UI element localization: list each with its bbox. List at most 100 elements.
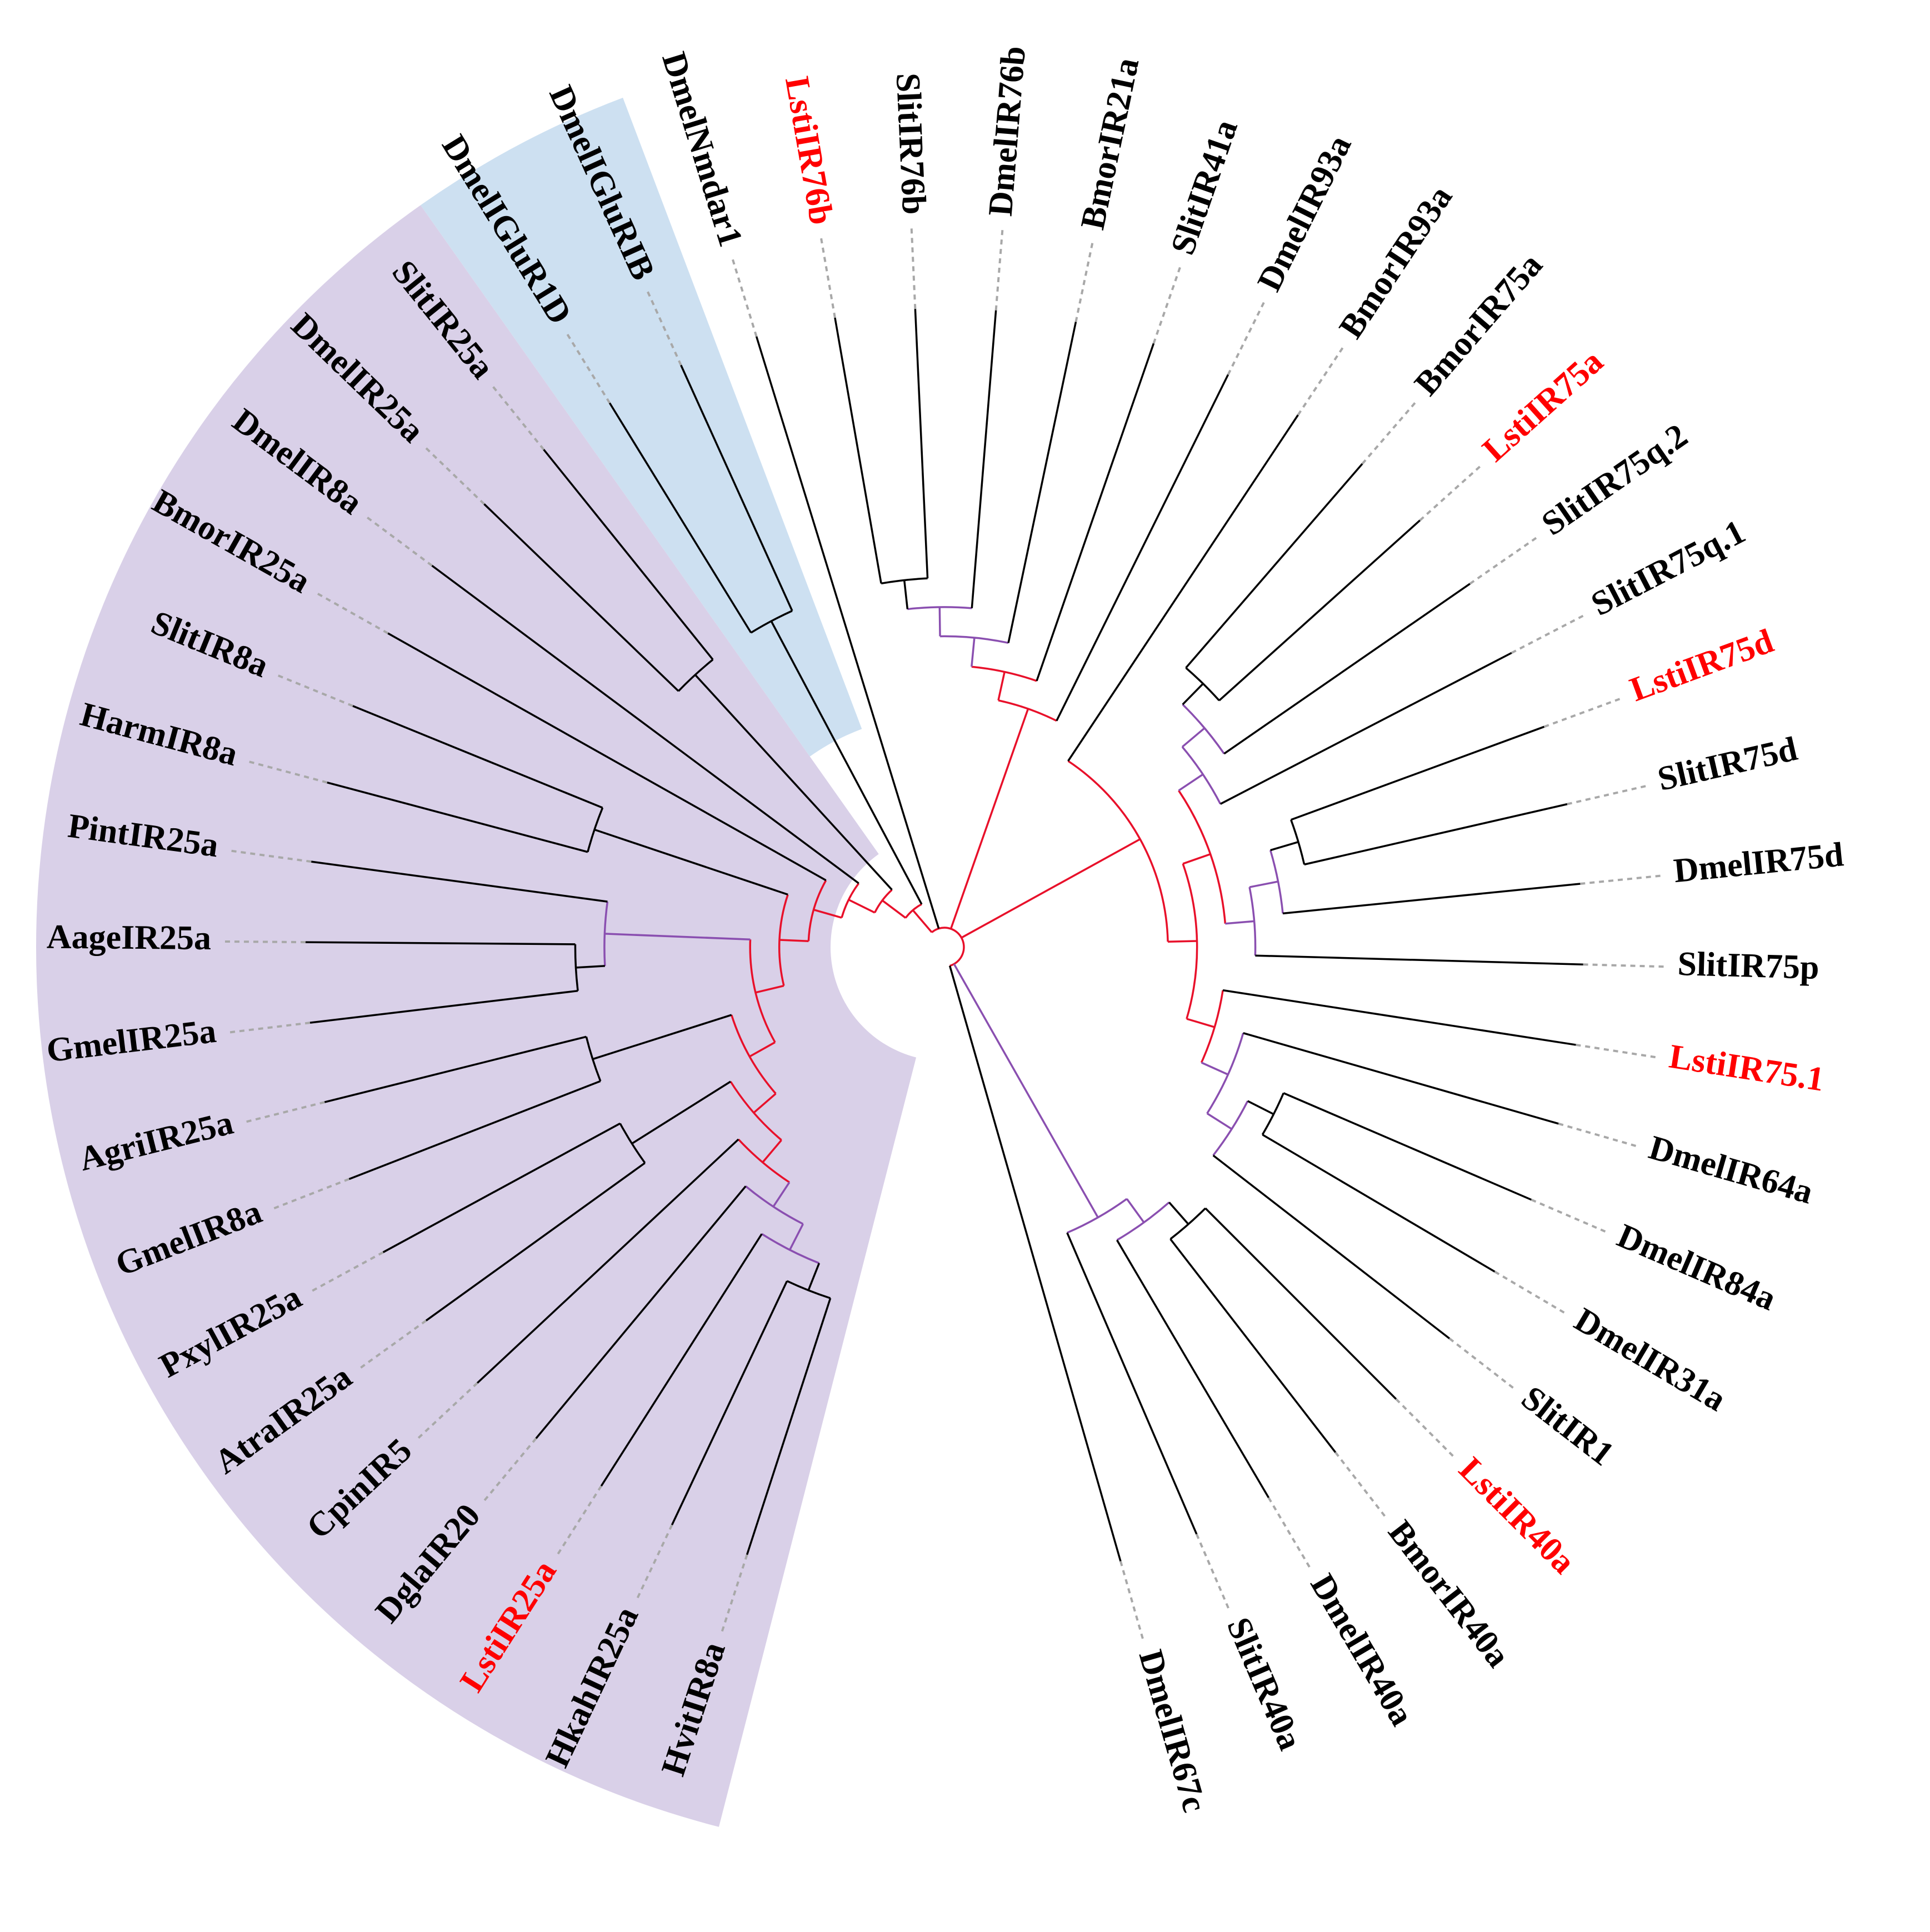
branch-arc-54	[1178, 790, 1227, 924]
tip-branch-LstiIR25a	[600, 1233, 763, 1486]
guide-line-SlitIR75q.2	[1469, 535, 1539, 585]
branch-33	[594, 828, 788, 896]
guide-line-BmorIR25a	[314, 591, 389, 634]
branch-75	[953, 963, 1099, 1218]
guide-line-DmelIR84a	[1531, 1198, 1608, 1234]
branch-73	[1247, 1100, 1274, 1115]
guide-line-SlitIR75p	[1583, 963, 1667, 968]
guide-line-SlitIR75q.1	[1511, 613, 1586, 654]
branch-arc-16	[729, 1081, 782, 1141]
guide-line-HarmIR8a	[246, 760, 328, 784]
tip-branch-DmelIR31a	[1262, 1134, 1496, 1273]
branch-49	[961, 838, 1141, 939]
tip-branch-DmelIR64a	[1243, 1032, 1559, 1125]
branch-arc-68	[1201, 990, 1224, 1063]
guide-line-PintIR25a	[228, 849, 312, 863]
guide-line-LstiIR75d	[1543, 697, 1623, 728]
label-guide-layer	[222, 226, 1667, 1642]
tip-branch-LstiIR75.1	[1222, 989, 1576, 1046]
branch-arc-6	[841, 883, 860, 918]
branch-23	[807, 1263, 821, 1291]
guide-line-AtraIR25a	[358, 1319, 427, 1370]
tip-branch-SlitIR75p	[1255, 954, 1583, 965]
guide-line-LstiIR40a	[1395, 1398, 1456, 1459]
guide-line-DmelIR64a	[1558, 1122, 1639, 1148]
branch-57	[1181, 727, 1206, 748]
branch-arc-8	[807, 879, 827, 942]
guide-line-DmelNmdar1	[731, 256, 758, 337]
guide-line-DmelIR40a	[1267, 1496, 1312, 1570]
clade-sector-ir25a-ir8a	[36, 205, 917, 1827]
branch-arc-70	[1206, 1033, 1244, 1114]
branch-61	[1225, 920, 1254, 925]
guide-line-DmelIR76b	[994, 227, 1004, 311]
branch-arc-10	[778, 894, 789, 986]
tip-branch-SlitIR25a	[543, 449, 714, 660]
branch-59	[1182, 683, 1204, 705]
tip-branch-LstiIR76b	[834, 317, 882, 584]
branch-arc-18	[737, 1138, 790, 1183]
branch-41	[997, 672, 1006, 701]
guide-line-SlitIR75d	[1567, 784, 1649, 805]
tip-branch-AageIR25a	[306, 941, 576, 945]
branch-51	[1168, 940, 1197, 943]
guide-line-BmorIR93a	[1297, 345, 1346, 416]
branch-arc-34	[587, 807, 604, 853]
tip-branch-BmorIR93a	[1067, 414, 1299, 762]
branch-77	[1126, 1198, 1145, 1223]
branch-arc-50	[1067, 760, 1169, 942]
tip-branch-CpinIR5	[477, 1138, 739, 1384]
guide-line-GmelIR25a	[227, 1022, 311, 1034]
branch-11	[755, 984, 784, 994]
branch-79	[1168, 1202, 1189, 1225]
tip-branch-DmelIR76b	[971, 310, 997, 609]
branch-arc-78	[1116, 1202, 1170, 1241]
guide-line-BmorIR21a	[1074, 240, 1094, 322]
branch-35	[694, 674, 893, 890]
tip-branch-BmorIR25a	[387, 632, 827, 882]
tip-branch-DmelNmdar1	[755, 336, 940, 929]
leaf-label-SlitIR76b: SlitIR76b	[889, 72, 933, 216]
branch-arc-24	[786, 1280, 831, 1299]
branch-arc-14	[731, 1014, 777, 1094]
tip-branch-SlitIR75q.1	[1219, 652, 1512, 805]
tip-branch-PxylIR25a	[382, 1122, 621, 1253]
branch-arc-56	[1181, 746, 1222, 805]
guide-line-DmelIR93a	[1227, 299, 1266, 376]
branch-19	[772, 1182, 791, 1208]
guide-line-LstiIR75a	[1419, 464, 1483, 522]
guide-line-LstiIR75.1	[1576, 1043, 1659, 1059]
guide-line-BmorIR40a	[1334, 1451, 1388, 1519]
guide-line-SlitIR76b	[910, 226, 917, 309]
tip-branch-AtraIR25a	[425, 1162, 646, 1322]
guide-line-LstiIR25a	[556, 1485, 602, 1557]
branch-69	[1201, 1062, 1229, 1075]
tip-branch-GmelIR8a	[348, 1080, 601, 1180]
branch-25	[631, 1080, 731, 1145]
leaf-label-AageIR25a: AageIR25a	[47, 918, 212, 957]
branch-arc-2	[904, 903, 922, 919]
tip-branch-LstiIR75d	[1291, 725, 1545, 821]
guide-line-CpinIR5	[416, 1382, 478, 1441]
tip-branch-DmelIR40a	[1116, 1239, 1269, 1498]
tip-branch-SlitIR41a	[1036, 343, 1155, 682]
branch-layer	[306, 309, 1583, 1561]
tip-branch-DmelIR93a	[1056, 374, 1229, 722]
branch-31	[576, 965, 605, 969]
tip-branch-DmelIR8a	[431, 564, 859, 884]
tip-branch-HvitIR8a	[746, 1298, 832, 1555]
tip-branch-DglaIR20	[535, 1185, 747, 1439]
branch-47	[903, 580, 909, 609]
branch-arc-12	[749, 939, 776, 1043]
guide-line-SlitIR41a	[1152, 264, 1182, 344]
tip-branch-AgriIR25a	[324, 1035, 587, 1103]
branch-45	[938, 607, 941, 637]
branch-arc-28	[585, 1036, 602, 1082]
branch-43	[971, 637, 976, 667]
tip-branch-GmelIR25a	[309, 989, 578, 1024]
tip-branch-DmelIGluRIB	[680, 364, 793, 612]
tip-branch-DmelIR25a	[483, 503, 679, 692]
tip-branch-SlitIR8a	[352, 705, 603, 809]
guide-line-BmorIR75a	[1361, 400, 1418, 465]
branch-67	[1186, 1018, 1215, 1028]
